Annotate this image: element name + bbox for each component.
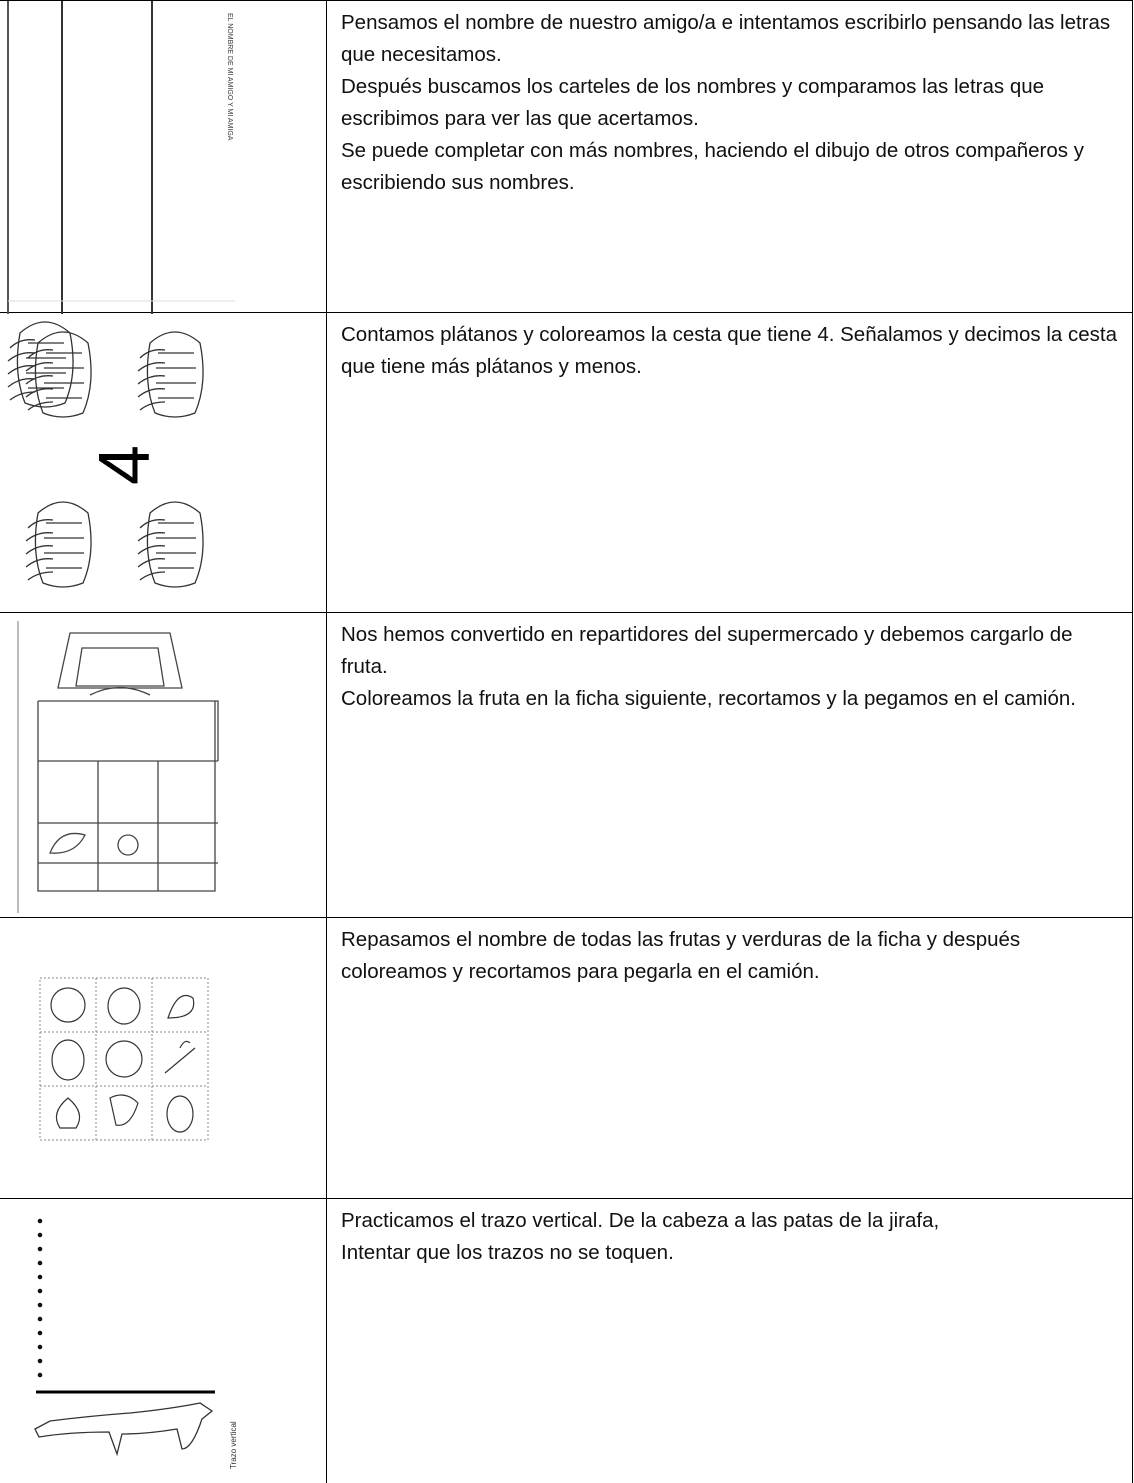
worksheet-image: Trazo vertical [0, 1199, 327, 1483]
image-number: 4 [85, 445, 165, 485]
activity-text: Nos hemos convertido en repartidores del… [328, 613, 1133, 917]
activity-row: EL NOMBRE DE MI AMIGO Y MI AMIGA Pensamo… [0, 0, 1133, 314]
activity-row: Nos hemos convertido en repartidores del… [0, 613, 1133, 918]
activity-text: Practicamos el trazo vertical. De la cab… [328, 1199, 1133, 1483]
truck-drawing [17, 621, 219, 913]
fruit-grid-drawing [39, 977, 209, 1141]
worksheet-image: EL NOMBRE DE MI AMIGO Y MI AMIGA [0, 1, 327, 314]
name-sheet-drawing: EL NOMBRE DE MI AMIGO Y MI AMIGA [7, 1, 235, 314]
image-caption: EL NOMBRE DE MI AMIGO Y MI AMIGA [226, 13, 233, 141]
activity-row: 4 Contamos plátanos y coloreamos la cest… [0, 313, 1133, 613]
worksheet-image [0, 918, 327, 1198]
activity-row: Trazo vertical Practicamos el trazo vert… [0, 1199, 1133, 1483]
giraffe-trace-drawing: Trazo vertical [34, 1218, 238, 1469]
paragraph: Pensamos el nombre de nuestro amigo/a e … [341, 11, 1111, 66]
paragraph: Intentar que los trazos no se toquen. [341, 1241, 674, 1264]
paragraph: Contamos plátanos y coloreamos la cesta … [341, 323, 1117, 378]
paragraph: Nos hemos convertido en repartidores del… [341, 623, 1073, 678]
paragraph: Coloreamos la fruta en la ficha siguient… [341, 687, 1076, 710]
banana-baskets-drawing: 4 [7, 321, 204, 588]
activity-text: Repasamos el nombre de todas las frutas … [328, 918, 1133, 1198]
worksheet-image [0, 613, 327, 917]
paragraph: Repasamos el nombre de todas las frutas … [341, 928, 1021, 983]
worksheet-image: 4 [0, 313, 327, 612]
activity-text: Contamos plátanos y coloreamos la cesta … [328, 313, 1133, 612]
paragraph: Se puede completar con más nombres, haci… [341, 139, 1084, 194]
paragraph: Después buscamos los carteles de los nom… [341, 75, 1045, 130]
activity-row: Repasamos el nombre de todas las frutas … [0, 918, 1133, 1199]
image-caption: Trazo vertical [229, 1421, 238, 1469]
activity-text: Pensamos el nombre de nuestro amigo/a e … [328, 1, 1133, 312]
paragraph: Practicamos el trazo vertical. De la cab… [341, 1209, 940, 1232]
